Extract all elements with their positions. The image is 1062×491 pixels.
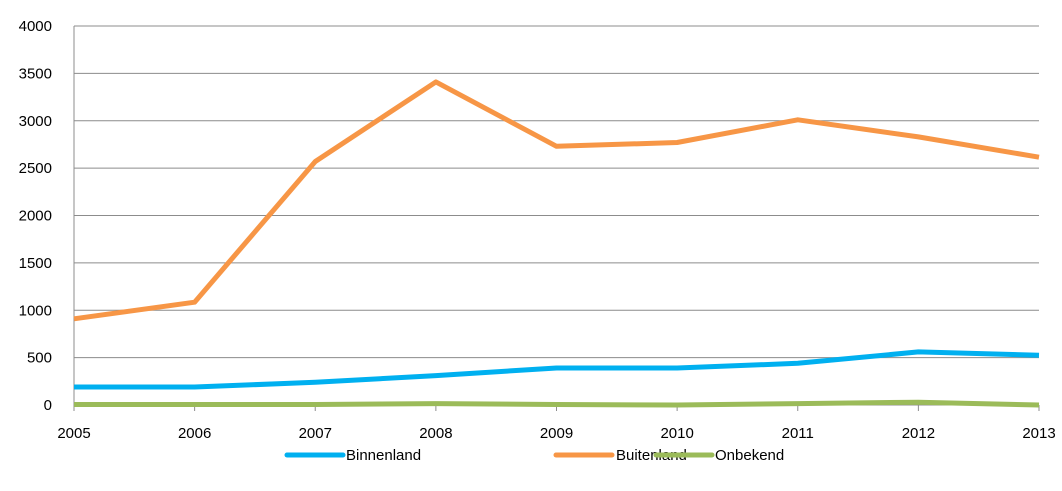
y-tick-label: 500 bbox=[27, 350, 52, 367]
x-tick-label: 2007 bbox=[299, 425, 332, 442]
y-tick-label: 3500 bbox=[19, 65, 52, 82]
y-tick-label: 1000 bbox=[19, 302, 52, 319]
x-tick-label: 2012 bbox=[902, 425, 935, 442]
x-tick-label: 2008 bbox=[419, 425, 452, 442]
x-tick-label: 2005 bbox=[57, 425, 90, 442]
x-tick-label: 2010 bbox=[660, 425, 693, 442]
x-axis-ticks: 2005 2006 2007 2008 2009 2010 2011 2012 2013 bbox=[57, 405, 1056, 442]
series-line-buitenland bbox=[73, 79, 1040, 322]
y-tick-label: 3000 bbox=[19, 113, 52, 130]
legend: Binnenland Buitenland Onbekend bbox=[284, 447, 784, 464]
series-lines bbox=[73, 79, 1040, 408]
x-tick-label: 2009 bbox=[540, 425, 573, 442]
legend-label-binnenland: Binnenland bbox=[346, 447, 421, 464]
y-tick-label: 0 bbox=[44, 397, 52, 414]
y-tick-label: 2500 bbox=[19, 160, 52, 177]
y-tick-label: 1500 bbox=[19, 255, 52, 272]
x-tick-label: 2013 bbox=[1022, 425, 1055, 442]
x-tick-label: 2006 bbox=[178, 425, 211, 442]
y-tick-label: 2000 bbox=[19, 208, 52, 225]
series-line-onbekend bbox=[74, 399, 1040, 408]
y-axis-ticks: 0 500 1000 1500 2000 2500 3000 3500 4000 bbox=[19, 18, 52, 414]
legend-label-onbekend: Onbekend bbox=[715, 447, 784, 464]
series-line-binnenland bbox=[74, 349, 1040, 390]
legend-label-buitenland: Buitenland bbox=[616, 447, 687, 464]
y-tick-label: 4000 bbox=[19, 18, 52, 35]
gridlines bbox=[73, 25, 1039, 406]
x-tick-label: 2011 bbox=[782, 425, 814, 442]
